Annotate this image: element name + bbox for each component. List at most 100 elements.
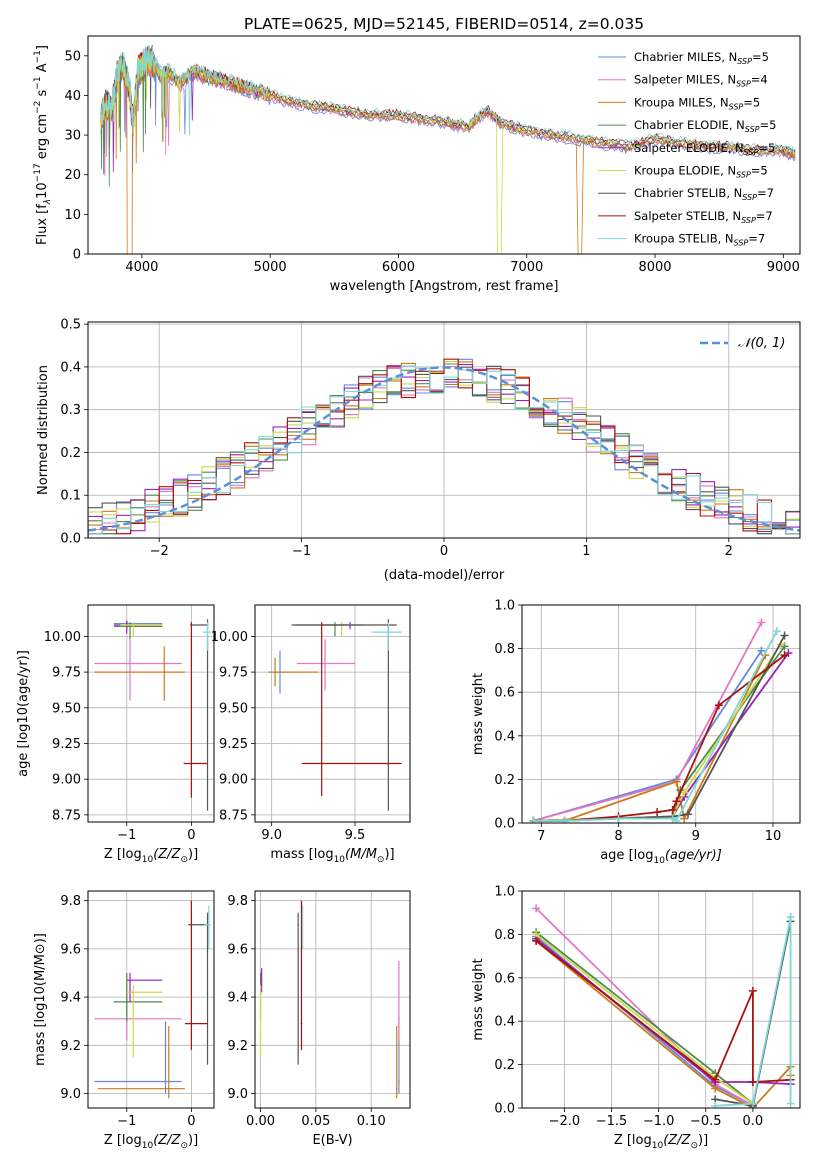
axes-frame <box>521 890 801 1109</box>
age-vs-mass-plot-area <box>268 619 402 811</box>
plus-marker <box>684 810 693 819</box>
label-part: 10 <box>653 856 665 866</box>
label-part: =7 <box>748 232 765 246</box>
plus-marker <box>668 805 677 814</box>
y-axis-label: Flux [fλ10−17 erg cm−2 s−1 A−1] <box>33 45 53 245</box>
plus-marker <box>680 814 689 823</box>
plus-marker <box>786 1099 795 1108</box>
y-tick-label: 9.25 <box>219 737 248 752</box>
mass-weight-vs-z-panel: −2.0 −1.5 −1.0 −0.5 0.0 0.0 0.2 0.4 0.6 0.8 1.0 Z [… <box>494 885 801 1151</box>
label-part: λ <box>43 199 53 205</box>
x-tick-label: 0.0 <box>743 1114 764 1129</box>
x-axis-label: Z [log10(Z/Z⊙)] <box>104 1133 198 1151</box>
data-point <box>132 991 135 994</box>
y-tick-label: 10.00 <box>211 630 248 645</box>
label-part: 10 <box>334 855 346 865</box>
spectrum-plot-area <box>100 44 796 254</box>
y-axis-label: mass weight <box>471 958 486 1040</box>
label-part: ⊙ <box>690 1141 698 1151</box>
x-tick-label: 1 <box>582 544 590 559</box>
label-part: =5 <box>758 141 775 155</box>
histogram-series-8 <box>88 365 800 538</box>
y-tick-label: 40 <box>64 89 81 104</box>
data-point <box>164 1080 167 1083</box>
label-part: 10 <box>652 1141 664 1151</box>
data-point <box>387 631 390 633</box>
y-axis-label: Normed distribution <box>36 365 51 495</box>
x-tick-label: 10 <box>765 829 782 844</box>
legend-item: Chabrier MILES, NSSP=5 <box>634 50 769 66</box>
y-tick-label: 9.50 <box>219 701 248 716</box>
label-part: ⊙ <box>180 1141 188 1151</box>
y-tick-label: 9.6 <box>60 942 81 957</box>
label-part: Z [log <box>104 847 142 862</box>
x-axis-label: wavelength [Angstrom, rest frame] <box>330 279 559 294</box>
label-part: )] <box>698 1133 708 1148</box>
y-tick-label: 9.8 <box>227 894 248 909</box>
axes-frame <box>87 35 801 255</box>
data-point <box>129 979 131 982</box>
data-point <box>132 624 135 626</box>
legend-item: Kroupa STELIB, NSSP=7 <box>634 232 765 248</box>
y-tick-label: 50 <box>64 49 81 64</box>
y-tick-label: 9.2 <box>227 1039 248 1054</box>
data-point <box>163 671 166 673</box>
y-tick-label: 9.25 <box>52 737 81 752</box>
label-part: SSP <box>742 193 757 202</box>
age-vs-z-plot-area <box>94 619 211 811</box>
y-tick-label: 0.6 <box>494 686 515 701</box>
axes-frame <box>87 604 215 823</box>
label-part: Z [log <box>104 1133 142 1148</box>
label-part: Flux [f <box>35 204 50 245</box>
spectrum-panel: 4000 5000 6000 7000 8000 9000 0 10 20 30 40 50 wavel… <box>64 35 801 294</box>
x-tick-label: 6000 <box>382 260 415 275</box>
label-part: SSP <box>741 216 756 225</box>
label-part: )] <box>188 847 198 862</box>
x-tick-label: 9.5 <box>345 828 366 843</box>
plus-marker <box>653 808 662 817</box>
label-part: ⊙ <box>377 855 385 865</box>
x-tick-label: −1 <box>292 544 311 559</box>
plus-marker <box>772 627 781 636</box>
x-tick-label: 7000 <box>510 260 543 275</box>
plus-marker <box>711 1075 720 1084</box>
data-point <box>125 1001 128 1003</box>
y-tick-label: 9.75 <box>219 666 248 681</box>
label-part: (Z/Z <box>663 1133 691 1148</box>
label-part: 10 <box>35 182 50 199</box>
residuals-panel: −2 −1 0 1 2 0.0 0.1 0.2 0.3 0.4 0.5 <box>60 318 801 559</box>
weight-series-1 <box>535 907 754 1107</box>
y-tick-label: 8.75 <box>219 808 248 823</box>
label-part: Chabrier ELODIE, N <box>634 118 745 132</box>
y-tick-label: 8.75 <box>52 808 81 823</box>
plus-marker <box>672 777 681 786</box>
x-axis-label: Z [log10(Z/Z⊙)] <box>614 1133 708 1151</box>
x-tick-label: 8 <box>614 829 622 844</box>
label-part: age [log <box>600 848 653 863</box>
y-tick-label: 9.8 <box>60 894 81 909</box>
mass-vs-z-plot-area <box>94 900 211 1099</box>
plus-marker <box>532 936 541 945</box>
data-point <box>398 1017 400 1020</box>
y-tick-label: 0.1 <box>60 489 81 504</box>
y-tick-label: 9.2 <box>60 1039 81 1054</box>
label-part: )] <box>188 1133 198 1148</box>
age-vs-z-panel: −1 0 8.75 9.00 9.25 9.50 9.75 10.00 Z [log10(Z/Z… <box>44 604 215 865</box>
weight-series-8 <box>533 630 778 823</box>
label-part: A <box>35 63 50 76</box>
plus-marker <box>711 1101 720 1108</box>
label-part: (age/yr)] <box>665 848 722 863</box>
weight-series-3 <box>535 931 754 1105</box>
data-point <box>190 762 193 765</box>
label-part: s <box>35 89 50 100</box>
label-part: Salpeter MILES, N <box>634 73 736 87</box>
data-point <box>300 1022 303 1025</box>
mass-vs-z-panel: −1 0 9.0 9.2 9.4 9.6 9.8 Z [log10(Z/Z⊙)] <box>60 890 215 1151</box>
x-tick-label: 0 <box>187 828 195 843</box>
x-axis-label: E(B-V) <box>312 1133 352 1148</box>
weight-series-5 <box>533 643 782 822</box>
label-part: SSP <box>745 125 760 134</box>
plus-marker <box>748 986 757 995</box>
legend-item: 𝒩(0, 1) <box>738 336 785 351</box>
label-part: 10 <box>142 1141 154 1151</box>
